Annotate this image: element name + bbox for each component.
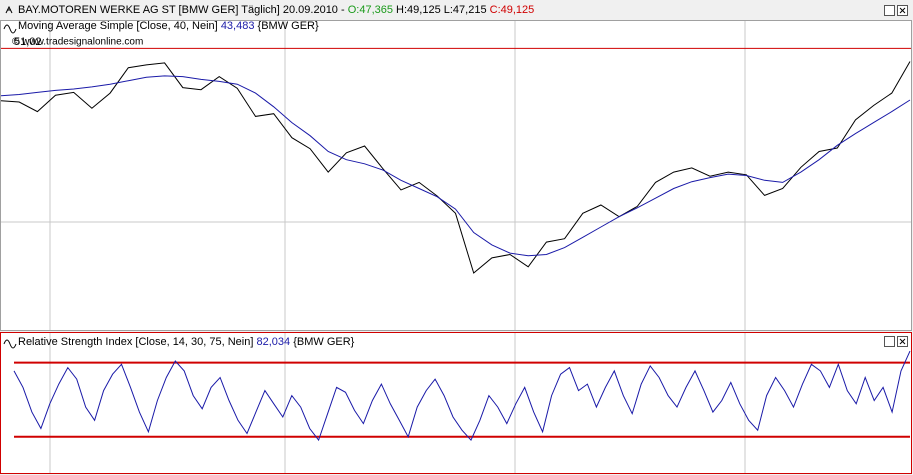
indicator-icon: [3, 24, 17, 34]
rsi-panel: [0, 332, 912, 474]
price-panel: [0, 20, 912, 331]
symbol-icon: [5, 5, 13, 14]
close-icon: [899, 338, 906, 345]
ohlc-value: O:47,365: [348, 4, 393, 16]
legend-value: 82,034: [256, 336, 290, 348]
title-text: BAY.MOTOREN WERKE AG ST [BMW GER] Täglic…: [18, 4, 345, 16]
chart-title: BAY.MOTOREN WERKE AG ST [BMW GER] Täglic…: [18, 4, 534, 16]
legend-entry: Moving Average Simple [Close, 40, Nein] …: [18, 20, 319, 32]
series-line: [0, 61, 911, 274]
watermark: © www.tradesignalonline.com: [12, 37, 143, 48]
close-icon: [899, 7, 906, 14]
legend-name: Moving Average Simple [Close, 40, Nein]: [18, 20, 218, 32]
minimize-button[interactable]: [884, 5, 895, 16]
ohlc-value: C:49,125: [490, 4, 535, 16]
price-line-label: 51,02: [14, 36, 42, 48]
window-buttons[interactable]: [884, 5, 908, 347]
legend-suffix: {BMW GER}: [258, 20, 319, 32]
legend-value: 43,483: [221, 20, 255, 32]
indicator-icon: [3, 339, 17, 349]
grid: [1, 21, 911, 473]
legend-name: Relative Strength Index [Close, 14, 30, …: [18, 336, 253, 348]
legend-entry: Relative Strength Index [Close, 14, 30, …: [18, 336, 355, 348]
legend-suffix: {BMW GER}: [293, 336, 354, 348]
series-line: [13, 350, 911, 442]
minimize-button[interactable]: [884, 336, 895, 347]
series-line: [0, 75, 911, 257]
ohlc-value: H:49,125 L:47,215: [396, 4, 487, 16]
